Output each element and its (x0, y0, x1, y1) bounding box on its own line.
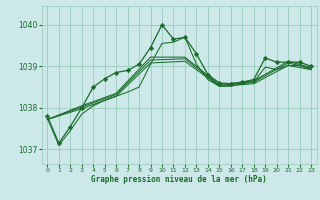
X-axis label: Graphe pression niveau de la mer (hPa): Graphe pression niveau de la mer (hPa) (91, 175, 267, 184)
